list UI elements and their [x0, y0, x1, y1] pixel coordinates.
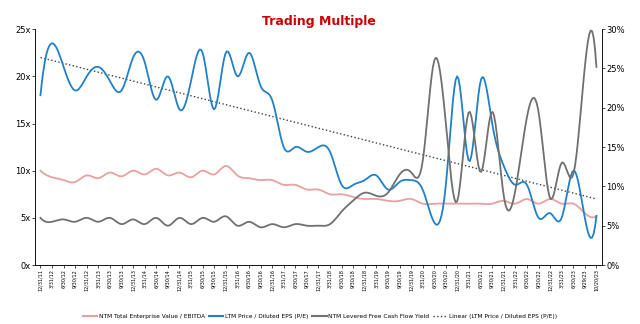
Legend: NTM Total Enterprise Value / EBITDA, LTM Price / Diluted EPS (P/E), NTM Levered : NTM Total Enterprise Value / EBITDA, LTM… — [81, 311, 559, 321]
Title: Trading Multiple: Trading Multiple — [262, 15, 376, 28]
